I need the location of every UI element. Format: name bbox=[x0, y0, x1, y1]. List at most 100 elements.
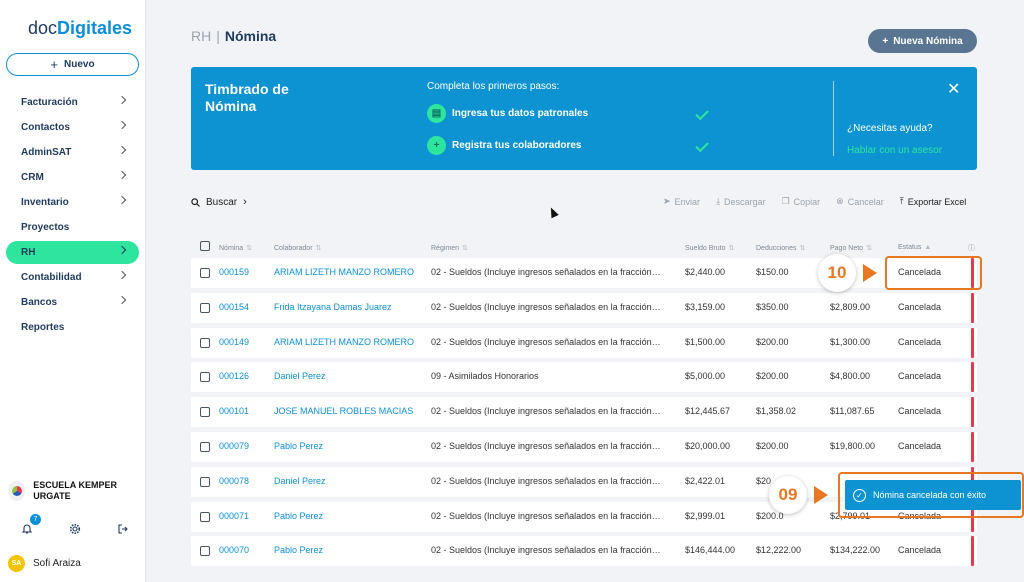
table-row[interactable]: 000101 JOSE MANUEL ROBLES MACIAS 02 - Suel… bbox=[191, 397, 977, 428]
sidebar-item-contactos[interactable]: Contactos bbox=[6, 116, 139, 139]
nomina-cell[interactable]: 000070 bbox=[219, 545, 250, 556]
pago-neto-cell: $134,222.00 bbox=[830, 545, 881, 556]
bell-icon[interactable]: 7 bbox=[20, 514, 41, 536]
column-header-nomina[interactable]: Nómina ⇅ bbox=[219, 245, 252, 252]
sidebar-item-label: Proyectos bbox=[21, 222, 70, 233]
table-row[interactable]: 000154 Frida Itzayana Damas Juarez 02 - Su… bbox=[191, 292, 977, 323]
search-toggle[interactable]: Buscar › bbox=[191, 196, 247, 208]
info-icon[interactable]: ⓘ bbox=[968, 245, 975, 252]
sidebar-item-rh[interactable]: RH bbox=[6, 241, 139, 264]
copy-button[interactable]: ❐ Copiar bbox=[782, 196, 821, 207]
row-checkbox[interactable] bbox=[200, 546, 210, 557]
cancel-button[interactable]: ⊗ Cancelar bbox=[836, 196, 884, 207]
table-row[interactable]: 000126 Daniel Perez 09 - Asimilados Honora… bbox=[191, 362, 977, 393]
colaborador-cell[interactable]: Daniel Perez bbox=[274, 371, 326, 382]
logout-icon[interactable] bbox=[116, 522, 130, 536]
export-excel-button[interactable]: ⤒ Exportar Excel bbox=[900, 196, 967, 207]
send-button[interactable]: ➤ Enviar bbox=[663, 196, 700, 207]
breadcrumb-section[interactable]: RH bbox=[191, 28, 212, 44]
colaborador-cell[interactable]: ARIAM LIZETH MANZO ROMERO bbox=[274, 267, 415, 277]
sueldo-bruto-cell: $3,159.00 bbox=[685, 301, 726, 312]
row-checkbox[interactable] bbox=[200, 268, 210, 278]
nomina-cell[interactable]: 000149 bbox=[219, 336, 250, 347]
banner-divider bbox=[833, 81, 834, 156]
colaborador-cell[interactable]: Pablo Perez bbox=[274, 545, 324, 556]
colaborador-cell[interactable]: Frida Itzayana Damas Juarez bbox=[274, 301, 392, 312]
talk-to-advisor-link[interactable]: Hablar con un asesor bbox=[847, 145, 943, 156]
nomina-cell[interactable]: 000159 bbox=[219, 267, 250, 277]
sidebar-item-facturaci-n[interactable]: Facturación bbox=[6, 91, 139, 114]
download-button[interactable]: ⤓ Descargar bbox=[716, 196, 766, 207]
step-register-employees[interactable]: + Registra tus colaboradores bbox=[427, 136, 581, 155]
table-row[interactable]: 000159 ARIAM LIZETH MANZO ROMERO 02 - Suel… bbox=[191, 258, 977, 288]
select-all-checkbox[interactable] bbox=[200, 241, 210, 251]
new-button[interactable]: + Nuevo bbox=[6, 53, 139, 76]
new-button-label: Nuevo bbox=[64, 59, 95, 70]
sidebar-item-adminsat[interactable]: AdminSAT bbox=[6, 141, 139, 164]
chevron-right-icon: › bbox=[243, 196, 247, 208]
checkmark-icon bbox=[695, 138, 709, 153]
row-checkbox[interactable] bbox=[200, 337, 210, 348]
nomina-cell[interactable]: 000154 bbox=[219, 301, 250, 312]
colaborador-cell[interactable]: Pablo Perez bbox=[274, 510, 324, 521]
estatus-cell: Cancelada bbox=[898, 267, 942, 277]
sidebar-item-bancos[interactable]: Bancos bbox=[6, 291, 139, 314]
colaborador-cell[interactable]: Daniel Perez bbox=[274, 475, 326, 486]
status-indicator-bar bbox=[971, 397, 974, 428]
sidebar-item-label: Contabilidad bbox=[21, 272, 82, 283]
app-logo[interactable]: docDigitales bbox=[28, 18, 132, 39]
row-checkbox[interactable] bbox=[200, 407, 210, 418]
row-checkbox[interactable] bbox=[200, 442, 210, 452]
table-row[interactable]: 000070 Pablo Perez 02 - Sueldos (Incluye i… bbox=[191, 536, 977, 567]
nomina-cell[interactable]: 000126 bbox=[219, 371, 250, 382]
step-callout-10: 10 bbox=[818, 254, 856, 292]
deducciones-cell: $200.0 bbox=[756, 510, 784, 521]
row-checkbox[interactable] bbox=[200, 476, 210, 487]
row-checkbox[interactable] bbox=[200, 302, 210, 313]
regimen-cell: 02 - Sueldos (Incluye ingresos señalados… bbox=[431, 267, 661, 277]
sidebar-item-crm[interactable]: CRM bbox=[6, 166, 139, 189]
column-header-pago-neto[interactable]: Pago Neto ⇅ bbox=[830, 245, 872, 252]
column-header-estatus[interactable]: Estatus ▲ bbox=[898, 244, 932, 251]
toast-message: Nómina cancelada con éxito bbox=[873, 490, 987, 500]
onboarding-banner: Timbrado de Nómina Completa los primeros… bbox=[191, 67, 977, 170]
pago-neto-cell: $19,800.00 bbox=[830, 441, 876, 451]
table-row[interactable]: 000149 ARIAM LIZETH MANZO ROMERO 02 - Suel… bbox=[191, 327, 977, 358]
sidebar-item-inventario[interactable]: Inventario bbox=[6, 191, 139, 214]
nomina-cell[interactable]: 000078 bbox=[219, 475, 250, 486]
estatus-cell: Cancelada bbox=[898, 406, 942, 417]
row-checkbox[interactable] bbox=[200, 372, 210, 383]
chevron-right-icon bbox=[117, 95, 127, 105]
nomina-cell[interactable]: 000079 bbox=[219, 441, 250, 451]
organization[interactable]: ESCUELA KEMPER URGATE bbox=[8, 480, 140, 502]
success-toast[interactable]: ✓ Nómina cancelada con éxito bbox=[845, 480, 1021, 510]
column-header-colaborador[interactable]: Colaborador ⇅ bbox=[274, 245, 322, 252]
plus-icon: + bbox=[882, 35, 889, 47]
logo-part-2: Digitales bbox=[57, 18, 133, 38]
nomina-cell[interactable]: 000101 bbox=[219, 406, 250, 417]
gear-icon[interactable] bbox=[68, 522, 82, 536]
close-icon[interactable]: ✕ bbox=[947, 81, 961, 98]
regimen-cell: 02 - Sueldos (Incluye ingresos señalados… bbox=[431, 510, 661, 521]
copy-label: Copiar bbox=[793, 196, 821, 207]
sidebar-item-proyectos[interactable]: Proyectos bbox=[6, 216, 139, 239]
row-checkbox[interactable] bbox=[200, 511, 210, 522]
column-header-deducciones[interactable]: Deducciones ⇅ bbox=[756, 245, 806, 252]
sidebar-item-reportes[interactable]: Reportes bbox=[6, 316, 139, 339]
colaborador-cell[interactable]: ARIAM LIZETH MANZO ROMERO bbox=[274, 336, 415, 347]
sidebar-item-contabilidad[interactable]: Contabilidad bbox=[6, 266, 139, 289]
step-employer-data[interactable]: ▤ Ingresa tus datos patronales bbox=[427, 104, 588, 123]
cancel-icon: ⊗ bbox=[836, 196, 844, 206]
status-indicator-bar bbox=[971, 327, 974, 358]
column-header-sueldo-bruto[interactable]: Sueldo Bruto ⇅ bbox=[685, 245, 735, 252]
chevron-right-icon bbox=[117, 245, 127, 255]
deducciones-cell: $150.00 bbox=[756, 267, 789, 277]
column-header-regimen[interactable]: Régimen ⇅ bbox=[431, 245, 468, 252]
colaborador-cell[interactable]: Pablo Perez bbox=[274, 441, 324, 451]
nomina-cell[interactable]: 000071 bbox=[219, 510, 250, 521]
checkmark-icon bbox=[695, 106, 709, 121]
user-profile[interactable]: SA Sofi Araiza bbox=[8, 555, 81, 572]
new-nomina-button[interactable]: + Nueva Nómina bbox=[868, 29, 977, 53]
table-row[interactable]: 000079 Pablo Perez 02 - Sueldos (Incluye i… bbox=[191, 432, 977, 462]
colaborador-cell[interactable]: JOSE MANUEL ROBLES MACIAS bbox=[274, 406, 414, 417]
